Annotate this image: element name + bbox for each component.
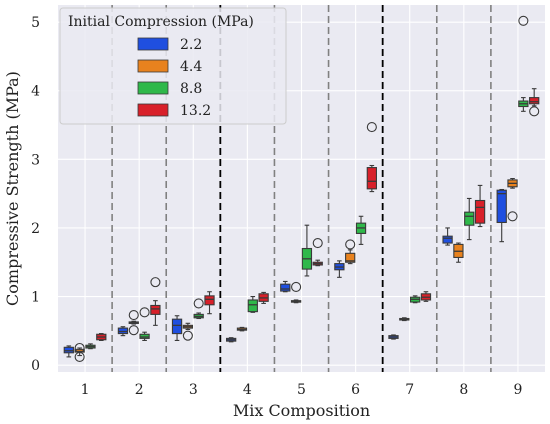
box-iqr xyxy=(345,252,356,263)
box-8.8-6 xyxy=(355,215,367,245)
box-iqr xyxy=(117,327,129,335)
x-tick-label: 3 xyxy=(189,382,198,398)
outlier-point xyxy=(182,330,193,341)
box-4.4-7 xyxy=(399,317,410,322)
box-8.8-8 xyxy=(464,197,475,241)
x-axis-label: Mix Composition xyxy=(233,401,370,420)
box-2.2-1 xyxy=(63,345,74,358)
outlier-point xyxy=(366,122,377,133)
box-13.2-9 xyxy=(529,88,540,117)
outlier-point xyxy=(529,106,540,117)
box-4.4-8 xyxy=(453,242,464,263)
x-tick-labels: 1 2 3 4 5 6 7 8 9 xyxy=(81,382,523,398)
box-2.2-7 xyxy=(388,334,399,340)
y-tick-label: 4 xyxy=(31,84,40,100)
legend: Initial Compression (MPa) 2.2 4.4 8.8 13.2 xyxy=(59,7,287,125)
box-iqr xyxy=(204,295,215,306)
box-2.2-5 xyxy=(280,280,291,293)
box-8.8-7 xyxy=(409,295,421,304)
legend-swatch-13.2 xyxy=(137,103,169,117)
legend-title: Initial Compression (MPa) xyxy=(68,14,254,30)
box-iqr xyxy=(139,333,150,339)
y-tick-label: 2 xyxy=(31,221,40,237)
y-tick-labels: 0 1 2 3 4 5 xyxy=(31,15,40,374)
box-13.2-2 xyxy=(150,277,161,326)
outlier-point xyxy=(128,310,139,321)
box-4.4-6 xyxy=(345,239,356,265)
box-8.8-2 xyxy=(139,307,150,341)
box-4.4-4 xyxy=(236,326,248,332)
box-iqr xyxy=(63,346,74,354)
x-tick-label: 5 xyxy=(297,382,306,398)
y-tick-label: 5 xyxy=(31,15,40,31)
x-tick-label: 2 xyxy=(135,382,144,398)
box-iqr xyxy=(529,97,540,105)
box-4.4-1 xyxy=(74,342,85,362)
box-13.2-3 xyxy=(204,291,215,315)
box-8.8-3 xyxy=(193,298,204,320)
legend-swatch-4.4 xyxy=(137,59,169,73)
box-series xyxy=(63,15,540,362)
box-iqr xyxy=(366,167,377,190)
box-13.2-6 xyxy=(366,122,377,193)
x-tick-label: 8 xyxy=(459,382,468,398)
outlier-point xyxy=(193,298,204,309)
y-tick-label: 3 xyxy=(31,152,40,168)
box-8.8-1 xyxy=(85,343,96,350)
y-axis-label: Compressive Strength (MPa) xyxy=(3,71,22,306)
box-2.2-6 xyxy=(334,260,345,278)
x-tick-label: 1 xyxy=(81,382,90,398)
outlier-point xyxy=(150,277,161,288)
outlier-point xyxy=(128,325,139,336)
box-8.8-4 xyxy=(247,295,258,313)
box-iqr xyxy=(464,211,475,226)
outlier-point xyxy=(312,237,323,249)
box-4.4-2 xyxy=(128,310,139,336)
x-tick-label: 7 xyxy=(405,382,414,398)
box-iqr xyxy=(150,304,161,315)
outlier-point xyxy=(139,307,150,318)
box-8.8-5 xyxy=(301,224,313,277)
legend-label-4.4: 4.4 xyxy=(180,59,202,75)
box-13.2-1 xyxy=(96,333,107,341)
y-tick-label: 0 xyxy=(31,358,40,374)
box-13.2-5 xyxy=(312,237,323,267)
legend-label-2.2: 2.2 xyxy=(180,37,202,53)
legend-swatch-2.2 xyxy=(137,37,169,51)
outlier-point xyxy=(291,281,302,292)
box-8.8-9 xyxy=(518,15,529,112)
x-tick-label: 9 xyxy=(513,382,522,398)
x-tick-label: 4 xyxy=(243,382,252,398)
legend-swatch-8.8 xyxy=(137,81,169,95)
box-iqr xyxy=(280,283,291,292)
box-2.2-8 xyxy=(442,227,453,246)
box-iqr xyxy=(171,318,183,335)
outlier-point xyxy=(74,342,85,354)
outlier-point xyxy=(507,211,518,222)
x-tick-label: 6 xyxy=(351,382,360,398)
box-2.2-3 xyxy=(171,315,183,341)
box-2.2-9 xyxy=(496,188,507,243)
outlier-point xyxy=(518,15,529,26)
box-iqr xyxy=(474,199,486,224)
box-iqr xyxy=(247,299,258,313)
box-4.4-5 xyxy=(290,281,302,304)
legend-frame xyxy=(59,7,287,125)
box-2.2-4 xyxy=(226,337,237,343)
box-4.4-9 xyxy=(507,178,518,222)
box-4.4-3 xyxy=(182,322,194,341)
box-13.2-4 xyxy=(258,291,269,304)
box-13.2-7 xyxy=(420,291,432,302)
y-tick-label: 1 xyxy=(31,290,40,306)
box-iqr xyxy=(442,235,453,244)
box-2.2-2 xyxy=(117,326,129,337)
outlier-point xyxy=(345,239,356,250)
legend-label-8.8: 8.8 xyxy=(180,81,202,97)
box-iqr xyxy=(496,189,507,224)
box-13.2-8 xyxy=(474,184,486,228)
legend-label-13.2: 13.2 xyxy=(180,103,211,119)
